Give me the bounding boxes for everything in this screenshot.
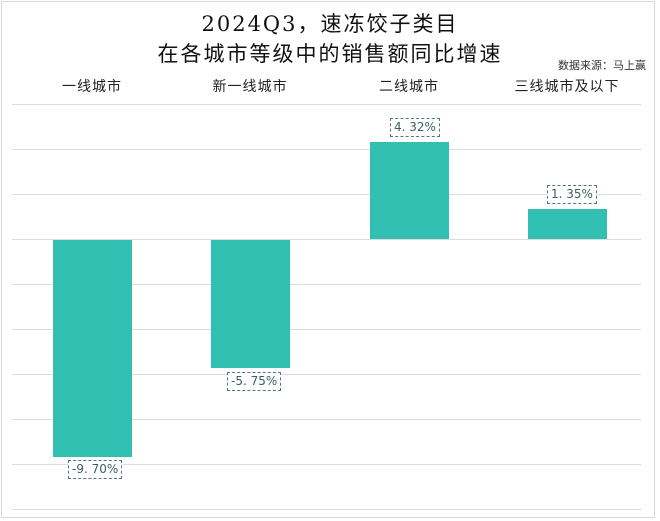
category-label-tier1: 一线城市: [62, 79, 122, 95]
value-label-new-tier1: -5. 75%: [227, 372, 282, 391]
category-label-tier3-below: 三线城市及以下: [514, 79, 620, 95]
gridline: [12, 284, 641, 285]
gridline: [12, 374, 641, 375]
value-label-tier3-below: 1. 35%: [547, 185, 597, 204]
data-source-note: 数据来源：马上赢: [558, 59, 646, 72]
gridline: [12, 104, 641, 105]
bar-tier2: [370, 142, 449, 239]
gridline: [12, 149, 641, 150]
gridline: [12, 194, 641, 195]
gridline: [12, 509, 641, 510]
gridline: [12, 464, 641, 465]
gridline: [12, 419, 641, 420]
chart-title-line1: 2024Q3，速冻饺子类目: [201, 12, 459, 36]
bar-new-tier1: [211, 240, 290, 368]
zero-baseline: [12, 239, 641, 240]
chart-title-line2: 在各城市等级中的销售额同比增速: [157, 42, 503, 66]
category-label-new-tier1: 新一线城市: [212, 79, 288, 95]
bar-tier3-below: [528, 209, 607, 239]
value-label-tier2: 4. 32%: [390, 118, 440, 137]
category-label-tier2: 二线城市: [379, 79, 439, 95]
bar-tier1: [53, 240, 132, 457]
value-label-tier1: -9. 70%: [68, 460, 123, 479]
gridline: [12, 329, 641, 330]
